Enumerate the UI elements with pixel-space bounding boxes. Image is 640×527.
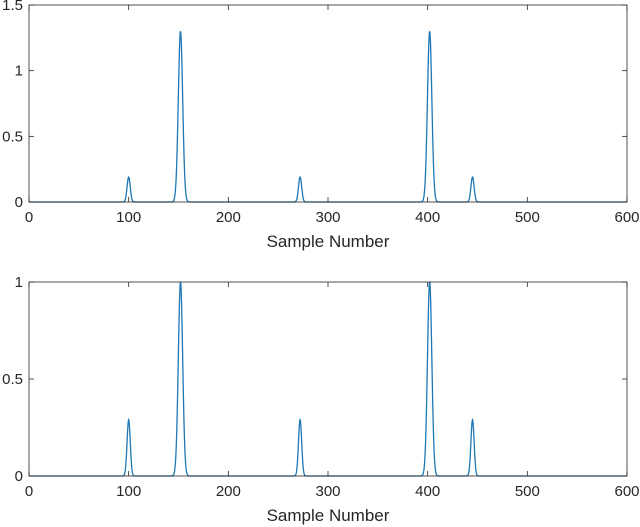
x-tick-label: 100: [116, 209, 141, 226]
axes-frame: [28, 281, 628, 477]
bottom-chart: 0 100 200 300 400 500 600 0 0.5 1 Sample Number: [2, 274, 639, 525]
x-tick-label: 0: [25, 483, 33, 500]
x-tick-label: 200: [216, 483, 241, 500]
x-tick-label: 600: [614, 483, 639, 500]
x-tick-label: 0: [25, 209, 33, 226]
y-tick-label: 1: [15, 63, 23, 80]
series-line-0: [29, 281, 627, 477]
axes-frame: [28, 4, 628, 203]
x-tick-label: 500: [515, 483, 540, 500]
x-tick-label: 500: [515, 209, 540, 226]
x-tick-label: 400: [415, 483, 440, 500]
y-tick-label: 0: [15, 194, 23, 211]
y-tick-label: 1: [15, 274, 23, 291]
x-tick-label: 100: [116, 483, 141, 500]
y-tick-label: 1.5: [2, 0, 23, 14]
x-axis-label: Sample Number: [267, 506, 390, 525]
x-tick-label: 400: [415, 209, 440, 226]
y-tick-label: 0.5: [2, 371, 23, 388]
x-tick-label: 300: [315, 483, 340, 500]
y-tick-label: 0.5: [2, 128, 23, 145]
series-line-0: [29, 31, 627, 203]
y-tick-label: 0: [15, 468, 23, 485]
x-axis-label: Sample Number: [267, 232, 390, 251]
x-tick-label: 300: [315, 209, 340, 226]
x-tick-label: 600: [614, 209, 639, 226]
top-chart: 0 100 200 300 400 500 600 0 0.5 1 1.5 Sample Number: [2, 0, 639, 251]
x-tick-label: 200: [216, 209, 241, 226]
